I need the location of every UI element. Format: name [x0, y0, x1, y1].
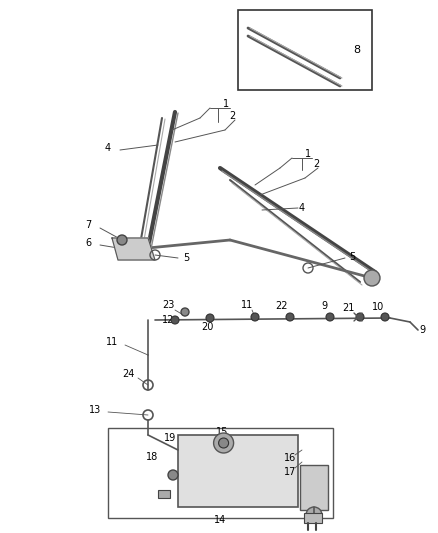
Circle shape — [219, 438, 229, 448]
Text: 5: 5 — [349, 252, 355, 262]
Text: 11: 11 — [241, 300, 253, 310]
Circle shape — [251, 313, 259, 321]
Circle shape — [286, 313, 294, 321]
Text: 23: 23 — [162, 300, 174, 310]
Bar — [300, 465, 328, 510]
Circle shape — [214, 433, 233, 453]
Circle shape — [168, 470, 178, 480]
Text: 2: 2 — [313, 159, 319, 169]
Text: 13: 13 — [89, 405, 101, 415]
Text: 4: 4 — [299, 203, 305, 213]
Circle shape — [206, 314, 214, 322]
Text: 9: 9 — [321, 301, 327, 311]
Circle shape — [117, 235, 127, 245]
Text: 19: 19 — [164, 433, 176, 443]
Bar — [304, 513, 322, 523]
Bar — [238, 10, 372, 90]
Text: 7: 7 — [85, 220, 91, 230]
Text: 10: 10 — [372, 302, 384, 312]
Text: 20: 20 — [201, 322, 213, 332]
Circle shape — [356, 313, 364, 321]
Circle shape — [381, 313, 389, 321]
Text: 21: 21 — [342, 303, 354, 313]
Text: 22: 22 — [276, 301, 288, 311]
Text: 11: 11 — [106, 337, 118, 347]
Text: 1: 1 — [223, 99, 229, 109]
Text: 18: 18 — [146, 452, 158, 462]
Text: 4: 4 — [105, 143, 111, 153]
Text: 12: 12 — [162, 315, 174, 325]
Text: 15: 15 — [216, 427, 228, 437]
Circle shape — [306, 507, 322, 523]
Text: 1: 1 — [305, 149, 311, 159]
Circle shape — [181, 308, 189, 316]
Text: 16: 16 — [284, 453, 296, 463]
Circle shape — [364, 270, 380, 286]
Text: 8: 8 — [353, 45, 360, 55]
Bar — [178, 435, 298, 507]
Polygon shape — [112, 238, 155, 260]
Text: 6: 6 — [85, 238, 91, 248]
Text: 5: 5 — [183, 253, 189, 263]
Bar — [158, 490, 170, 498]
Text: 9: 9 — [419, 325, 425, 335]
Text: 17: 17 — [284, 467, 296, 477]
Text: 24: 24 — [122, 369, 134, 379]
Text: 2: 2 — [229, 111, 235, 121]
Text: 14: 14 — [214, 515, 226, 525]
Circle shape — [171, 316, 179, 324]
Bar — [108, 428, 333, 518]
Circle shape — [326, 313, 334, 321]
